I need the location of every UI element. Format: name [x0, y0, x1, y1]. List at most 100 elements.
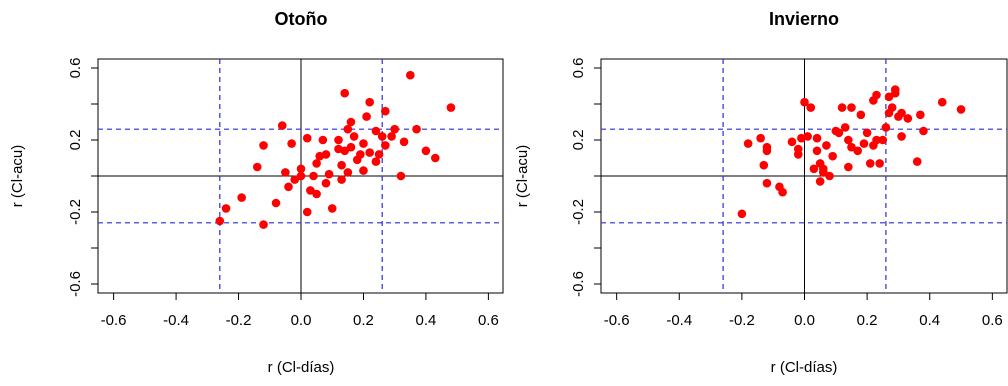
data-point [859, 139, 869, 148]
data-point [309, 171, 318, 181]
data-point [343, 168, 353, 177]
x-axis-label: r (Cl-días) [771, 359, 838, 376]
data-point [872, 135, 881, 145]
data-point [806, 103, 816, 112]
data-point [346, 142, 356, 152]
data-point [803, 132, 812, 141]
data-point [399, 137, 409, 147]
data-point [334, 135, 343, 145]
data-point [421, 146, 431, 156]
data-point [912, 157, 922, 166]
data-point [359, 166, 368, 175]
data-point [337, 160, 346, 170]
data-point [446, 103, 456, 112]
data-point [277, 121, 287, 130]
data-point [847, 103, 856, 112]
x-tick-label: -0.4 [666, 312, 692, 329]
x-tick-label: 0.0 [291, 312, 312, 329]
y-tick-label: 0.2 [67, 130, 84, 151]
data-point [815, 177, 825, 186]
data-point [834, 128, 844, 138]
y-tick-label: 0.2 [570, 130, 587, 151]
x-tick-label: -0.4 [163, 312, 189, 329]
data-point [853, 146, 863, 156]
data-point [371, 157, 381, 166]
y-tick-label: 0.6 [570, 58, 587, 79]
data-point [237, 193, 246, 202]
data-point [252, 162, 262, 172]
data-point [327, 204, 337, 213]
x-tick-label: 0.4 [415, 312, 436, 329]
data-point [897, 108, 906, 118]
x-tick-label: -0.2 [729, 312, 755, 329]
data-point [865, 159, 875, 168]
data-point [844, 162, 853, 172]
data-point [822, 141, 831, 150]
data-point [881, 123, 891, 132]
data-point [878, 135, 888, 145]
data-point [281, 168, 290, 177]
x-tick-label: -0.6 [101, 312, 127, 329]
data-point [844, 135, 853, 145]
data-point [759, 160, 769, 170]
data-point [377, 132, 387, 141]
data-point [840, 123, 850, 132]
data-point [324, 169, 334, 179]
y-axis: -0.6 -0.2 0.2 0.6 [570, 58, 601, 297]
data-point [321, 178, 331, 188]
data-point [818, 164, 828, 174]
data-point [856, 110, 866, 120]
data-point [937, 97, 947, 107]
data-point [884, 92, 894, 102]
data-point [259, 220, 268, 229]
data-point [337, 175, 346, 184]
data-point [847, 142, 856, 152]
x-tick-label: 0.2 [857, 312, 878, 329]
x-tick-label: -0.2 [226, 312, 252, 329]
data-point [321, 150, 331, 159]
chart-title: Otoño [275, 9, 328, 29]
data-point [890, 85, 900, 94]
data-points [215, 70, 456, 229]
data-point [756, 133, 765, 143]
x-tick-label: 0.0 [794, 312, 815, 329]
data-point [897, 132, 906, 141]
data-point [221, 204, 231, 213]
data-point [872, 90, 881, 100]
x-axis: -0.6 -0.4 -0.2 0.0 0.2 0.4 0.6 [604, 293, 1003, 329]
data-point [919, 126, 928, 136]
panel-otono: Otoño r (Cl-días) r (Cl-acu) -0.6 -0.4 -0.… [9, 9, 504, 376]
data-point [837, 103, 847, 112]
y-tick-label: 0.6 [67, 58, 84, 79]
data-point [800, 97, 809, 107]
data-point [346, 117, 356, 127]
x-axis: -0.6 -0.4 -0.2 0.0 0.2 0.4 0.6 [101, 293, 499, 329]
data-point [371, 126, 381, 136]
data-point [312, 159, 321, 168]
data-point [887, 103, 897, 112]
x-tick-label: -0.6 [604, 312, 630, 329]
data-point [809, 164, 819, 174]
data-point [287, 139, 296, 148]
data-point [296, 164, 306, 174]
data-point [374, 150, 384, 159]
data-point [903, 114, 913, 123]
data-point [365, 97, 375, 107]
y-tick-label: -0.6 [67, 271, 84, 297]
data-point [259, 141, 268, 150]
data-point [359, 139, 368, 148]
data-point [362, 112, 371, 121]
y-axis-label: r (Cl-acu) [9, 145, 26, 208]
data-point [737, 209, 747, 219]
data-point [812, 133, 822, 143]
data-point [296, 171, 306, 181]
x-tick-label: 0.2 [353, 312, 374, 329]
y-tick-label: -0.6 [570, 271, 587, 297]
y-tick-label: -0.2 [67, 199, 84, 225]
data-point [956, 105, 966, 114]
y-tick-label: -0.2 [570, 199, 587, 225]
data-point [430, 153, 440, 163]
data-point [302, 133, 312, 143]
data-point [349, 132, 359, 141]
